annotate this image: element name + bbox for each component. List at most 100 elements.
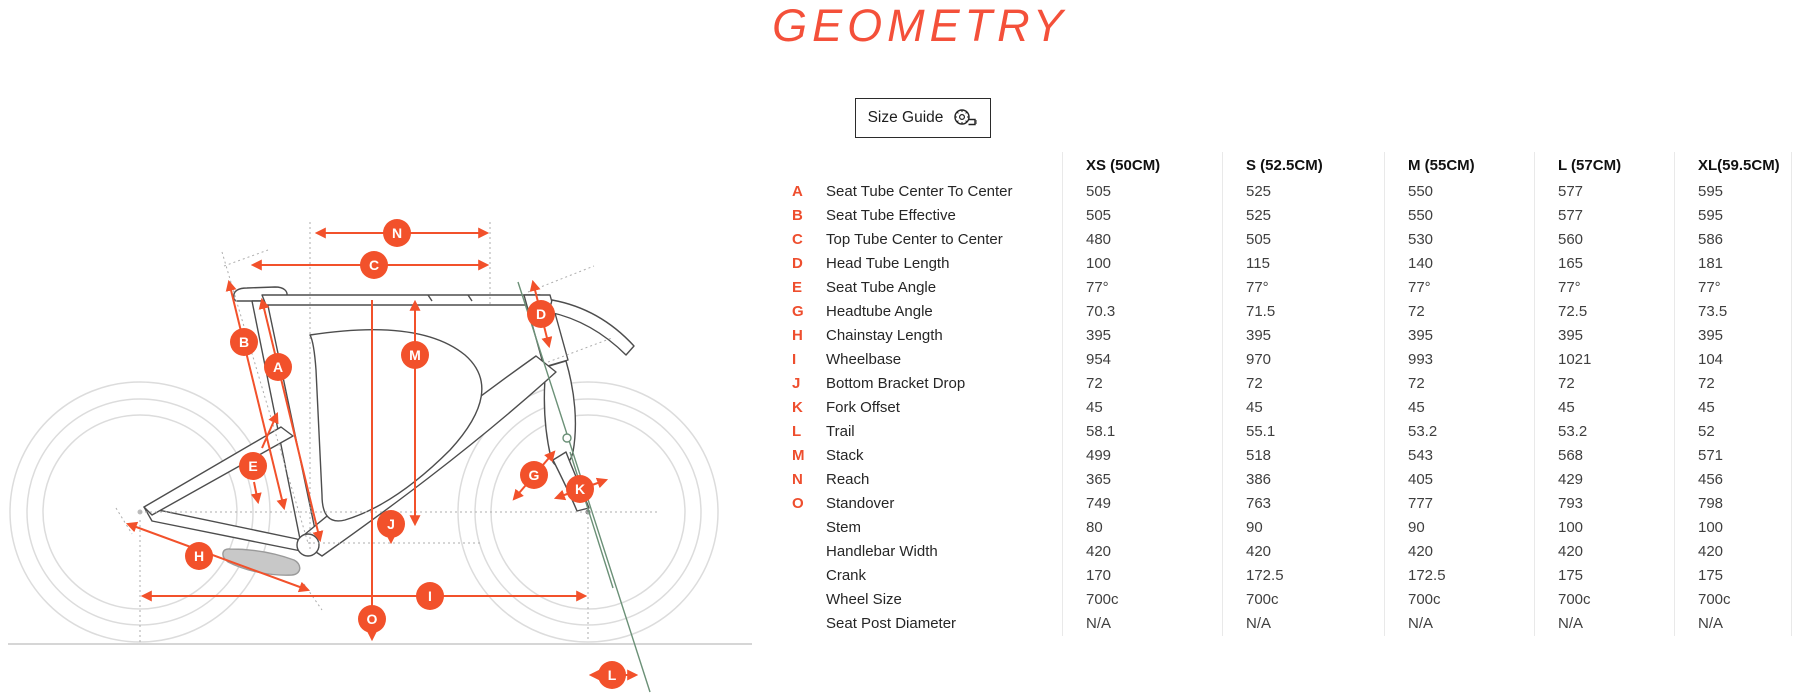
row-value: 420 bbox=[1246, 543, 1272, 560]
row-value: 73.5 bbox=[1698, 303, 1728, 320]
row-value: 993 bbox=[1408, 351, 1434, 368]
size-guide-button[interactable]: Size Guide bbox=[855, 98, 991, 138]
row-value: 53.2 bbox=[1408, 423, 1438, 440]
table-row: H Chainstay Length 395 395 395 395 395 bbox=[787, 324, 1797, 348]
row-value: 45 bbox=[1246, 399, 1263, 416]
row-value: 970 bbox=[1246, 351, 1272, 368]
row-value: 100 bbox=[1698, 519, 1724, 536]
row-label: Head Tube Length bbox=[826, 255, 950, 272]
row-value: 52 bbox=[1698, 423, 1715, 440]
svg-text:E: E bbox=[248, 458, 257, 474]
row-label: Stack bbox=[826, 447, 864, 464]
row-value: 954 bbox=[1086, 351, 1112, 368]
table-row: B Seat Tube Effective 505 525 550 577 595 bbox=[787, 204, 1797, 228]
row-value: 181 bbox=[1698, 255, 1724, 272]
row-value: 550 bbox=[1408, 183, 1434, 200]
row-label: Seat Tube Angle bbox=[826, 279, 937, 296]
row-letter: N bbox=[792, 471, 803, 488]
column-header: M (55CM) bbox=[1408, 157, 1475, 174]
svg-text:C: C bbox=[369, 257, 379, 273]
row-letter: A bbox=[792, 183, 803, 200]
row-label: Top Tube Center to Center bbox=[826, 231, 1003, 248]
row-label: Trail bbox=[826, 423, 855, 440]
table-row: I Wheelbase 954 970 993 1021 104 bbox=[787, 348, 1797, 372]
diagram-badges: A B C D E G H I J K L M N O bbox=[185, 219, 626, 689]
diagram-badge-K: K bbox=[566, 475, 594, 503]
row-label: Chainstay Length bbox=[826, 327, 943, 344]
column-separator bbox=[1062, 152, 1063, 636]
row-value: 72 bbox=[1408, 303, 1425, 320]
row-value: 543 bbox=[1408, 447, 1434, 464]
column-separator bbox=[1384, 152, 1385, 636]
column-separator bbox=[1791, 152, 1792, 636]
row-value: 175 bbox=[1558, 567, 1584, 584]
table-row: M Stack 499 518 543 568 571 bbox=[787, 444, 1797, 468]
size-guide-label: Size Guide bbox=[867, 109, 944, 126]
svg-text:L: L bbox=[608, 667, 617, 683]
table-row: Seat Post Diameter N/A N/A N/A N/A N/A bbox=[787, 612, 1797, 636]
table-row: D Head Tube Length 100 115 140 165 181 bbox=[787, 252, 1797, 276]
diagram-badge-D: D bbox=[527, 300, 555, 328]
row-letter: H bbox=[792, 327, 803, 344]
row-value: 577 bbox=[1558, 183, 1584, 200]
row-label: Seat Post Diameter bbox=[826, 615, 957, 632]
row-value: 395 bbox=[1558, 327, 1584, 344]
row-value: 100 bbox=[1086, 255, 1112, 272]
diagram-badge-J: J bbox=[377, 510, 405, 538]
row-value: 90 bbox=[1246, 519, 1263, 536]
row-letter: G bbox=[792, 303, 804, 320]
row-value: 577 bbox=[1558, 207, 1584, 224]
row-value: 798 bbox=[1698, 495, 1724, 512]
row-value: 365 bbox=[1086, 471, 1112, 488]
table-row: Stem 80 90 90 100 100 bbox=[787, 516, 1797, 540]
geometry-table: XS (50CM) S (52.5CM) M (55CM) L (57CM) XL(59… bbox=[787, 154, 1797, 636]
row-value: 170 bbox=[1086, 567, 1112, 584]
diagram-badge-M: M bbox=[401, 341, 429, 369]
measurement-arrows bbox=[125, 227, 639, 681]
svg-text:B: B bbox=[239, 334, 249, 350]
row-value: 405 bbox=[1408, 471, 1434, 488]
svg-text:G: G bbox=[529, 467, 540, 483]
row-label: Crank bbox=[826, 567, 867, 584]
row-value: 90 bbox=[1408, 519, 1425, 536]
svg-text:M: M bbox=[409, 347, 421, 363]
row-letter: J bbox=[792, 375, 801, 392]
row-label: Wheelbase bbox=[826, 351, 902, 368]
row-value: 568 bbox=[1558, 447, 1584, 464]
row-value: 77° bbox=[1408, 279, 1431, 296]
tape-measure-icon bbox=[954, 109, 978, 126]
row-value: 77° bbox=[1558, 279, 1581, 296]
svg-text:D: D bbox=[536, 306, 546, 322]
table-row: N Reach 365 386 405 429 456 bbox=[787, 468, 1797, 492]
row-letter: L bbox=[792, 423, 802, 440]
diagram-badge-E: E bbox=[239, 452, 267, 480]
row-value: 763 bbox=[1246, 495, 1272, 512]
row-value: 777 bbox=[1408, 495, 1434, 512]
row-value: 550 bbox=[1408, 207, 1434, 224]
column-separator bbox=[1534, 152, 1535, 636]
table-row: K Fork Offset 45 45 45 45 45 bbox=[787, 396, 1797, 420]
row-value: N/A bbox=[1698, 615, 1724, 632]
row-value: 505 bbox=[1086, 207, 1112, 224]
row-value: 395 bbox=[1408, 327, 1434, 344]
row-value: 45 bbox=[1698, 399, 1715, 416]
row-label: Stem bbox=[826, 519, 862, 536]
row-letter: C bbox=[792, 231, 803, 248]
row-label: Bottom Bracket Drop bbox=[826, 375, 966, 392]
svg-text:K: K bbox=[575, 481, 585, 497]
row-value: N/A bbox=[1558, 615, 1584, 632]
row-value: N/A bbox=[1246, 615, 1272, 632]
bottom-bracket bbox=[296, 533, 320, 557]
table-row: O Standover 749 763 777 793 798 bbox=[787, 492, 1797, 516]
row-value: 525 bbox=[1246, 207, 1272, 224]
diagram-badge-B: B bbox=[230, 328, 258, 356]
column-separator bbox=[1674, 152, 1675, 636]
table-row: Crank 170 172.5 172.5 175 175 bbox=[787, 564, 1797, 588]
row-value: N/A bbox=[1086, 615, 1112, 632]
row-value: 72 bbox=[1698, 375, 1715, 392]
row-value: 45 bbox=[1408, 399, 1425, 416]
diagram-badge-I: I bbox=[416, 582, 444, 610]
table-row: A Seat Tube Center To Center 505 525 550 577 5… bbox=[787, 180, 1797, 204]
row-value: 595 bbox=[1698, 207, 1724, 224]
